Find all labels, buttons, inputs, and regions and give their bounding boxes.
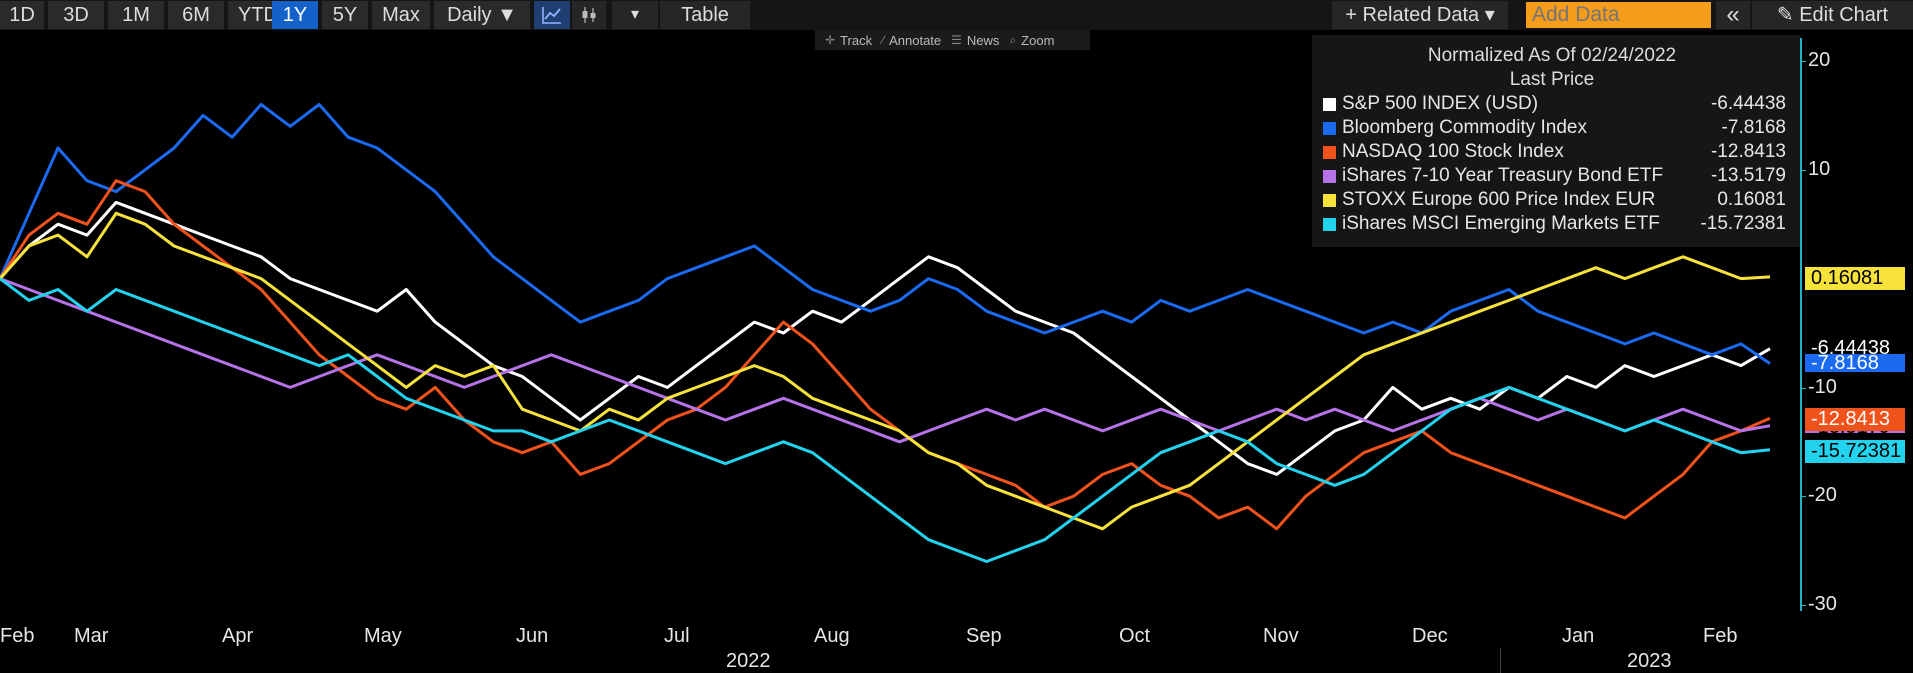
year-separator <box>1500 648 1501 673</box>
x-year-label-2023: 2023 <box>1627 650 1672 672</box>
y-tick-mark <box>1800 61 1806 62</box>
zoom-tool[interactable]: ⌕ Zoom <box>1009 33 1054 48</box>
x-month-label: Dec <box>1412 625 1448 647</box>
legend-last-price-header: Last Price <box>1509 69 1595 90</box>
related-data-button[interactable]: + Related Data ▾ <box>1332 1 1508 29</box>
x-month-label: Feb <box>1703 625 1738 647</box>
edit-chart-label: Edit Chart <box>1799 4 1889 26</box>
legend-normalized-header: Normalized As Of 02/24/2022 <box>1427 45 1677 66</box>
series-line-eem <box>0 277 1771 563</box>
legend-value-eem: -15.72381 <box>1700 213 1786 234</box>
y-tick-mark <box>1800 388 1806 389</box>
series-line-sxxp <box>0 211 1771 531</box>
chart-tools-bar: ✛ Track ⁄ Annotate ☰ News ⌕ Zoom <box>815 30 1090 50</box>
interval-select[interactable]: Daily ▼ <box>434 1 530 29</box>
y-tick-minus-30: -30 <box>1808 593 1837 615</box>
legend-value-bcom: -7.8168 <box>1721 117 1786 138</box>
candlestick-icon <box>582 7 596 23</box>
y-tick-minus-20: -20 <box>1808 484 1837 506</box>
magnifier-icon: ⌕ <box>1009 32 1017 47</box>
annotate-tool[interactable]: ⁄ Annotate <box>882 33 941 48</box>
x-month-label: Sep <box>966 625 1002 647</box>
range-max-button[interactable]: Max <box>372 1 430 29</box>
legend-row-eem[interactable]: iShares MSCI Emerging Markets ETF -15.72… <box>1323 213 1788 237</box>
legend-swatch-ndx <box>1323 146 1336 159</box>
x-year-label-2022: 2022 <box>726 650 771 672</box>
y-tick-minus-10: -10 <box>1808 376 1837 398</box>
legend-value-ief: -13.5179 <box>1710 165 1786 186</box>
last-price-badge-bcom: -7.8168 <box>1805 353 1905 373</box>
x-month-label: Jun <box>516 625 549 647</box>
track-tool[interactable]: ✛ Track <box>825 33 872 48</box>
x-month-label: Feb <box>0 625 35 647</box>
last-price-badge-eem: -15.72381 <box>1805 440 1905 463</box>
track-label: Track <box>840 32 873 48</box>
legend-swatch-ief <box>1323 170 1336 183</box>
legend-name-ief: iShares 7-10 Year Treasury Bond ETF <box>1342 165 1664 186</box>
annotate-icon: ⁄ <box>882 33 885 47</box>
legend-row-spx[interactable]: S&P 500 INDEX (USD) -6.44438 <box>1323 93 1788 117</box>
legend-name-ndx: NASDAQ 100 Stock Index <box>1342 141 1564 162</box>
crosshair-icon: ✛ <box>825 33 836 47</box>
legend-row-ief[interactable]: iShares 7-10 Year Treasury Bond ETF -13.… <box>1323 165 1788 189</box>
add-data-input[interactable] <box>1526 2 1711 28</box>
legend-row-sxxp[interactable]: STOXX Europe 600 Price Index EUR 0.16081 <box>1323 189 1788 213</box>
range-6m-button[interactable]: 6M <box>168 1 224 29</box>
legend-value-sxxp: 0.16081 <box>1717 189 1786 210</box>
legend-value-spx: -6.44438 <box>1710 93 1786 114</box>
x-month-label: Nov <box>1263 625 1299 647</box>
zoom-label: Zoom <box>1021 32 1055 48</box>
collapse-button[interactable]: « <box>1716 1 1750 29</box>
y-axis-line <box>1800 38 1802 611</box>
line-chart-icon <box>542 7 561 24</box>
y-tick-mark <box>1800 605 1806 606</box>
range-1d-button[interactable]: 1D <box>0 1 44 29</box>
legend-name-sxxp: STOXX Europe 600 Price Index EUR <box>1342 189 1656 210</box>
series-line-ndx <box>0 179 1771 531</box>
x-axis: Feb Mar Apr May Jun Jul Aug Sep Oct Nov … <box>0 623 1913 673</box>
last-price-badge-ndx: -12.8413 <box>1805 408 1905 431</box>
news-label: News <box>966 32 1000 48</box>
candlestick-button[interactable] <box>572 1 606 29</box>
last-price-badge-sxxp: 0.16081 <box>1805 267 1905 290</box>
y-tick-10: 10 <box>1808 158 1831 180</box>
legend-name-spx: S&P 500 INDEX (USD) <box>1342 93 1539 114</box>
edit-chart-button[interactable]: ✎ Edit Chart <box>1752 1 1913 29</box>
series-line-bcom <box>0 103 1771 365</box>
y-tick-mark <box>1800 170 1806 171</box>
legend-swatch-eem <box>1323 218 1336 231</box>
legend-swatch-spx <box>1323 98 1336 111</box>
legend-value-ndx: -12.8413 <box>1710 141 1786 162</box>
x-month-label: Oct <box>1119 625 1151 647</box>
pencil-icon: ✎ <box>1776 4 1794 26</box>
legend-swatch-sxxp <box>1323 194 1336 207</box>
table-button[interactable]: Table <box>660 1 750 29</box>
news-icon: ☰ <box>951 33 962 47</box>
range-1m-button[interactable]: 1M <box>108 1 164 29</box>
series-line-spx <box>0 200 1771 476</box>
annotate-label: Annotate <box>889 32 942 48</box>
y-tick-20: 20 <box>1808 49 1831 71</box>
legend-row-bcom[interactable]: Bloomberg Commodity Index -7.8168 <box>1323 117 1788 141</box>
range-5y-button[interactable]: 5Y <box>322 1 368 29</box>
news-tool[interactable]: ☰ News <box>951 33 999 48</box>
range-3d-button[interactable]: 3D <box>48 1 104 29</box>
range-1y-button[interactable]: 1Y <box>272 1 318 29</box>
x-month-label: Mar <box>74 625 109 647</box>
chart-toolbar: 1D 3D 1M 6M YTD 1Y 5Y Max Daily ▼ ▾ Tabl… <box>0 0 1913 30</box>
legend-swatch-bcom <box>1323 122 1336 135</box>
x-month-label: May <box>364 625 402 647</box>
legend-row-ndx[interactable]: NASDAQ 100 Stock Index -12.8413 <box>1323 141 1788 165</box>
chart-legend: Normalized As Of 02/24/2022 Last Price S… <box>1312 35 1800 247</box>
y-tick-mark <box>1800 496 1806 497</box>
x-month-label: Jul <box>664 625 690 647</box>
legend-name-bcom: Bloomberg Commodity Index <box>1342 117 1587 138</box>
x-month-label: Jan <box>1562 625 1595 647</box>
legend-name-eem: iShares MSCI Emerging Markets ETF <box>1342 213 1660 234</box>
chart-type-dropdown[interactable]: ▾ <box>612 1 658 29</box>
line-chart-button[interactable] <box>534 1 570 29</box>
x-month-label: Aug <box>814 625 850 647</box>
x-month-label: Apr <box>222 625 254 647</box>
